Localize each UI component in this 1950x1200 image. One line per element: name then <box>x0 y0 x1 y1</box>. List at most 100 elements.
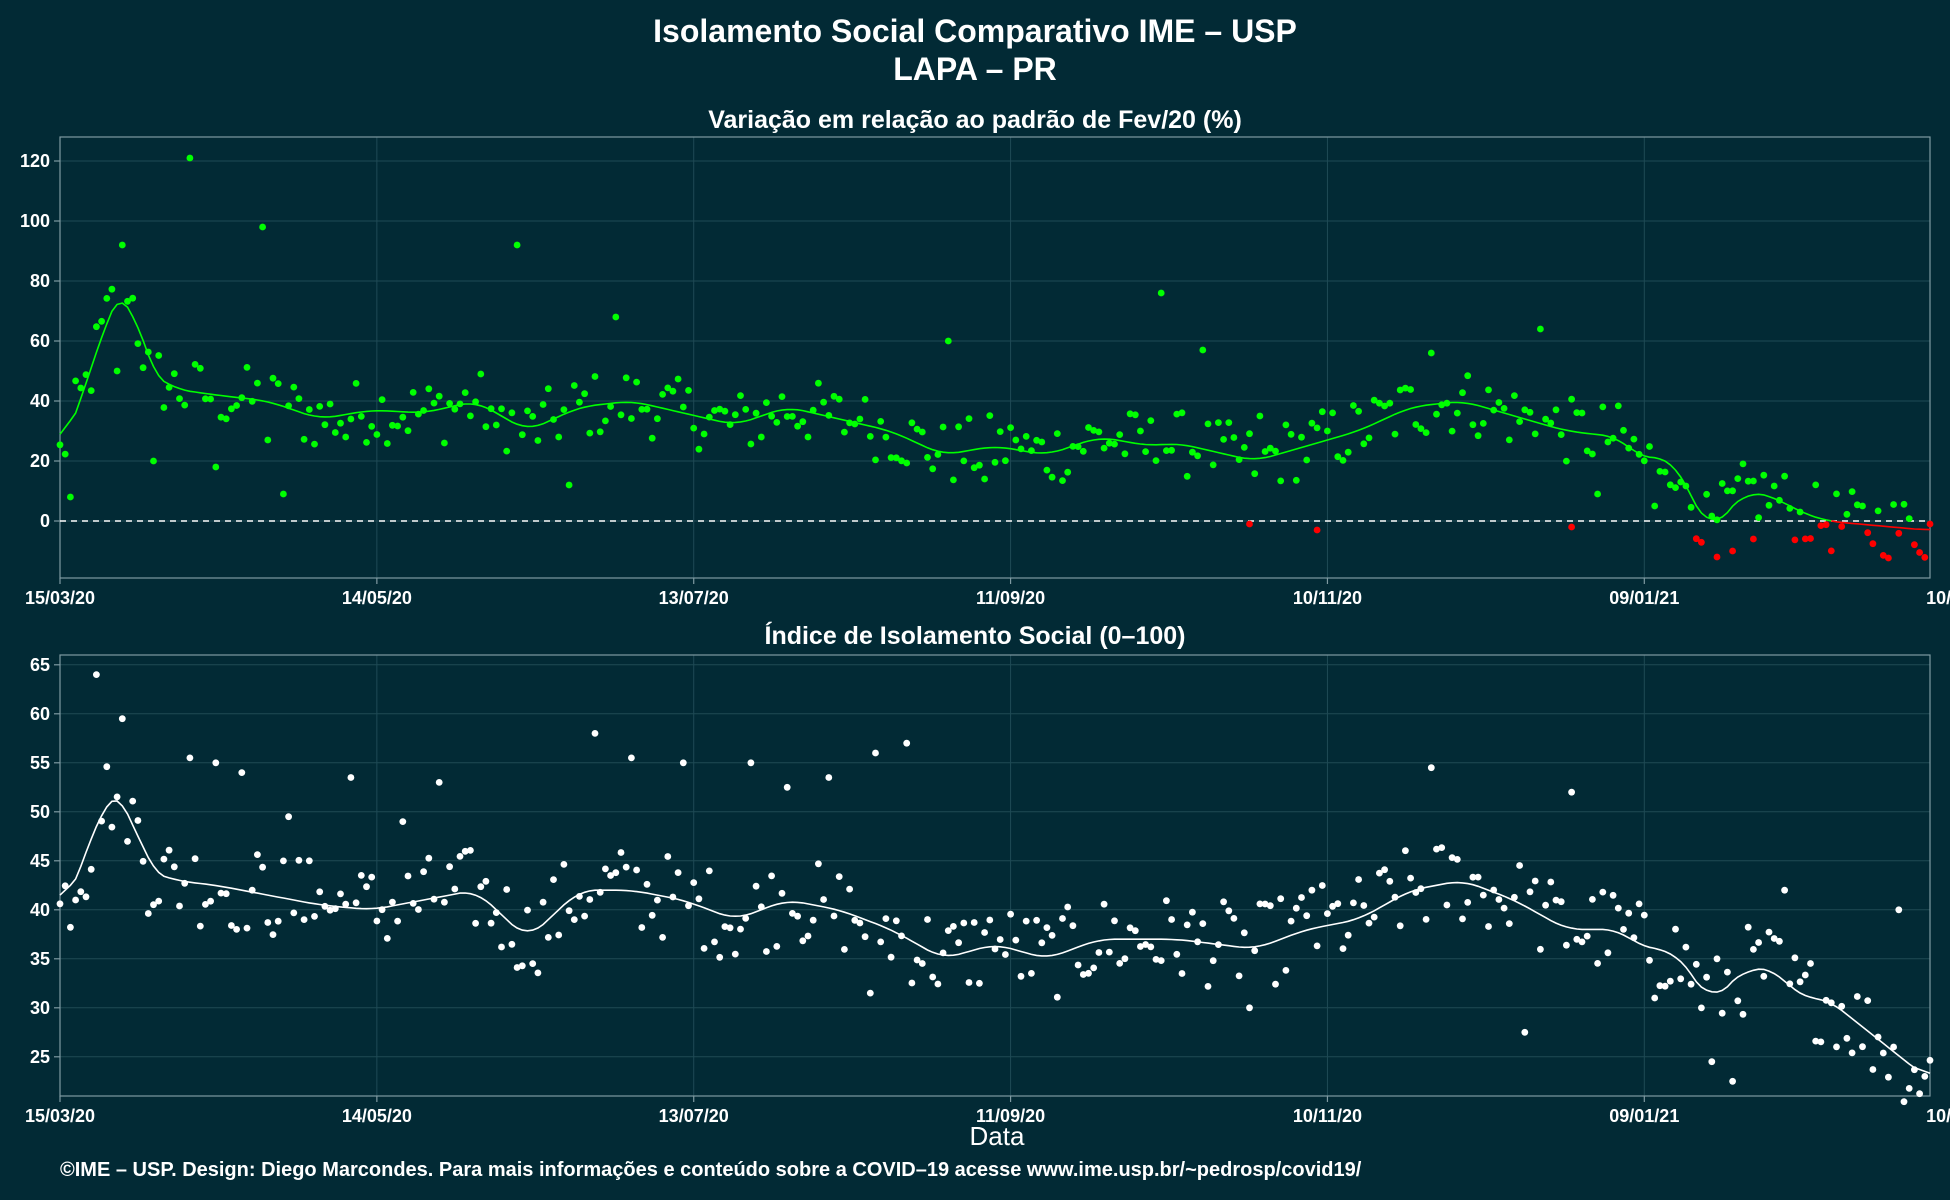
data-point <box>1064 903 1072 911</box>
data-point <box>757 903 765 911</box>
data-point <box>1079 447 1087 455</box>
data-point <box>550 876 557 883</box>
data-point <box>373 917 381 925</box>
y-tick-label: 60 <box>30 331 50 351</box>
data-point <box>1843 510 1851 518</box>
data-point <box>264 919 272 926</box>
data-point <box>1246 430 1253 438</box>
data-point <box>300 435 308 443</box>
data-point <box>98 817 105 825</box>
data-point <box>425 854 433 862</box>
data-point <box>477 370 485 378</box>
data-point <box>581 390 588 398</box>
data-point <box>524 906 531 914</box>
data-point <box>1791 954 1799 962</box>
data-point <box>820 398 827 406</box>
data-point <box>113 367 121 375</box>
data-point <box>248 886 256 894</box>
data-point <box>737 925 744 933</box>
data-point <box>425 385 433 393</box>
data-point <box>851 916 859 924</box>
data-point <box>1433 410 1440 418</box>
data-point <box>165 384 173 391</box>
data-point <box>960 457 968 465</box>
y-tick-label: 60 <box>30 704 50 724</box>
data-point <box>1630 934 1638 942</box>
data-point <box>1443 901 1451 909</box>
data-point <box>1370 396 1378 404</box>
data-point <box>1786 980 1794 988</box>
data-point <box>965 415 973 422</box>
data-point <box>415 410 422 418</box>
data-point <box>565 481 573 489</box>
data-point <box>690 879 698 886</box>
data-point <box>1583 447 1591 455</box>
data-point <box>285 813 292 821</box>
data-point <box>124 838 131 845</box>
y-tick-label: 65 <box>30 655 50 675</box>
y-tick-label: 20 <box>30 451 50 471</box>
data-point <box>1703 490 1710 498</box>
data-point <box>664 853 672 860</box>
data-point <box>1718 480 1726 487</box>
data-point <box>856 919 864 927</box>
data-point <box>259 223 266 231</box>
data-point <box>305 857 313 865</box>
data-point <box>1173 410 1181 418</box>
data-point <box>93 323 100 331</box>
data-point-negative <box>1729 547 1736 555</box>
data-point <box>555 931 563 939</box>
data-point <box>1776 937 1783 945</box>
data-point <box>882 433 890 441</box>
data-point <box>108 285 116 293</box>
data-point <box>1204 983 1212 990</box>
data-point <box>716 405 724 413</box>
data-point <box>1589 450 1596 458</box>
data-point <box>944 927 952 934</box>
data-point <box>1755 514 1762 521</box>
data-point <box>1479 420 1487 427</box>
data-point <box>280 857 287 865</box>
data-point <box>1194 452 1201 460</box>
data-point <box>1002 457 1009 465</box>
data-point <box>1874 1033 1882 1041</box>
data-point <box>1900 500 1908 508</box>
data-point <box>311 440 318 448</box>
data-point <box>1651 502 1659 510</box>
data-point <box>1308 419 1316 427</box>
data-point <box>1890 1043 1897 1051</box>
data-point <box>1318 882 1326 889</box>
data-point <box>1261 900 1269 908</box>
data-point <box>1687 503 1695 511</box>
data-point <box>441 898 448 906</box>
data-point <box>498 405 505 413</box>
data-point <box>1111 440 1118 448</box>
data-point <box>1225 419 1233 426</box>
data-point <box>1895 529 1903 537</box>
data-point <box>1713 516 1721 524</box>
data-point <box>498 943 505 951</box>
data-point <box>1272 980 1279 988</box>
plot-frame <box>59 136 1931 579</box>
figure-title: Isolamento Social Comparativo IME – USP <box>653 13 1297 49</box>
data-point <box>866 433 874 440</box>
data-point <box>742 915 750 922</box>
data-point <box>939 423 947 431</box>
data-point <box>981 929 988 936</box>
data-point <box>1085 424 1092 431</box>
data-point <box>830 912 838 920</box>
data-point <box>1287 430 1295 438</box>
data-point <box>108 823 116 831</box>
data-point <box>1365 919 1373 927</box>
data-point <box>87 387 95 394</box>
data-point <box>1261 448 1269 455</box>
data-point <box>1640 457 1648 465</box>
data-point <box>1012 436 1020 444</box>
data-point <box>924 454 931 461</box>
x-tick-label: 13/07/20 <box>659 588 729 608</box>
data-point <box>622 374 630 382</box>
data-point <box>638 924 646 931</box>
y-tick-label: 25 <box>30 1047 50 1067</box>
data-point <box>550 416 557 423</box>
data-point <box>1755 939 1762 946</box>
